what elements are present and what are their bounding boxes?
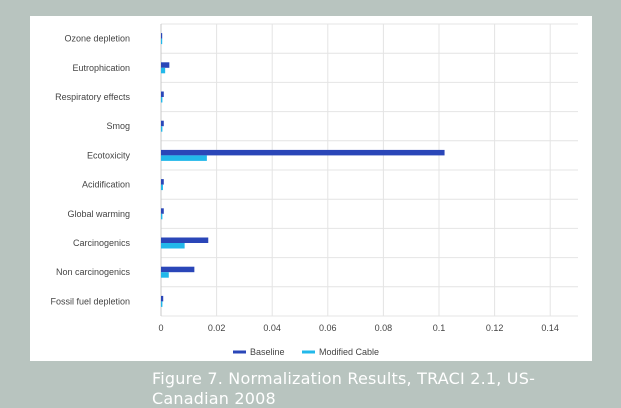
- bar-baseline: [161, 208, 164, 214]
- x-tick-label: 0.12: [486, 323, 504, 333]
- bar-modified-cable: [161, 67, 166, 74]
- bar-modified-cable: [161, 155, 207, 161]
- x-tick-label: 0.14: [541, 323, 559, 333]
- x-tick-label: 0.1: [433, 323, 446, 333]
- bar-modified-cable: [161, 243, 185, 249]
- bar-baseline: [161, 179, 164, 185]
- bar-baseline: [161, 120, 164, 127]
- legend-label[interactable]: Baseline: [250, 347, 285, 357]
- category-label: Ecotoxicity: [87, 150, 131, 160]
- category-label: Fossil fuel depletion: [50, 296, 130, 306]
- figure-caption: Figure 7. Normalization Results, TRACI 2…: [152, 369, 536, 408]
- bar-baseline: [161, 33, 163, 39]
- category-label: Smog: [106, 121, 130, 131]
- bar-baseline: [161, 149, 445, 156]
- x-tick-label: 0.04: [263, 323, 281, 333]
- x-tick-label: 0.06: [319, 323, 337, 333]
- bar-modified-cable: [161, 301, 163, 307]
- bar-modified-cable: [161, 272, 169, 278]
- category-label: Ozone depletion: [64, 34, 130, 44]
- bar-modified-cable: [161, 97, 163, 103]
- legend-label[interactable]: Modified Cable: [319, 347, 379, 357]
- bar-modified-cable: [161, 184, 163, 191]
- category-labels: Ozone depletion Eutrophication Respiratory…: [50, 34, 130, 307]
- x-tick-label: 0.08: [375, 323, 393, 333]
- category-label: Carcinogenics: [73, 238, 131, 248]
- bar-baseline: [161, 62, 170, 68]
- chart-panel: Ozone depletion Eutrophication Respiratory…: [30, 16, 592, 361]
- bars: [161, 33, 445, 307]
- category-label: Respiratory effects: [55, 92, 130, 102]
- x-tick-label: 0.02: [208, 323, 226, 333]
- category-label: Non carcinogenics: [56, 267, 131, 277]
- category-label: Acidification: [82, 180, 130, 190]
- x-tick-label: 0: [158, 323, 163, 333]
- x-tick-labels: 0 0.02 0.04 0.06 0.08 0.1 0.12 0.14: [158, 323, 558, 333]
- bar-modified-cable: [161, 38, 163, 45]
- category-label: Eutrophication: [72, 63, 130, 73]
- bar-baseline: [161, 295, 164, 302]
- bar-baseline: [161, 266, 195, 273]
- bar-baseline: [161, 91, 164, 97]
- grid-lines: [160, 23, 578, 317]
- bar-baseline: [161, 237, 209, 243]
- normalization-chart: Ozone depletion Eutrophication Respiratory…: [50, 23, 578, 357]
- bar-modified-cable: [161, 213, 163, 220]
- legend[interactable]: Baseline Modified Cable: [233, 347, 379, 357]
- category-label: Global warming: [67, 209, 130, 219]
- bar-modified-cable: [161, 126, 163, 132]
